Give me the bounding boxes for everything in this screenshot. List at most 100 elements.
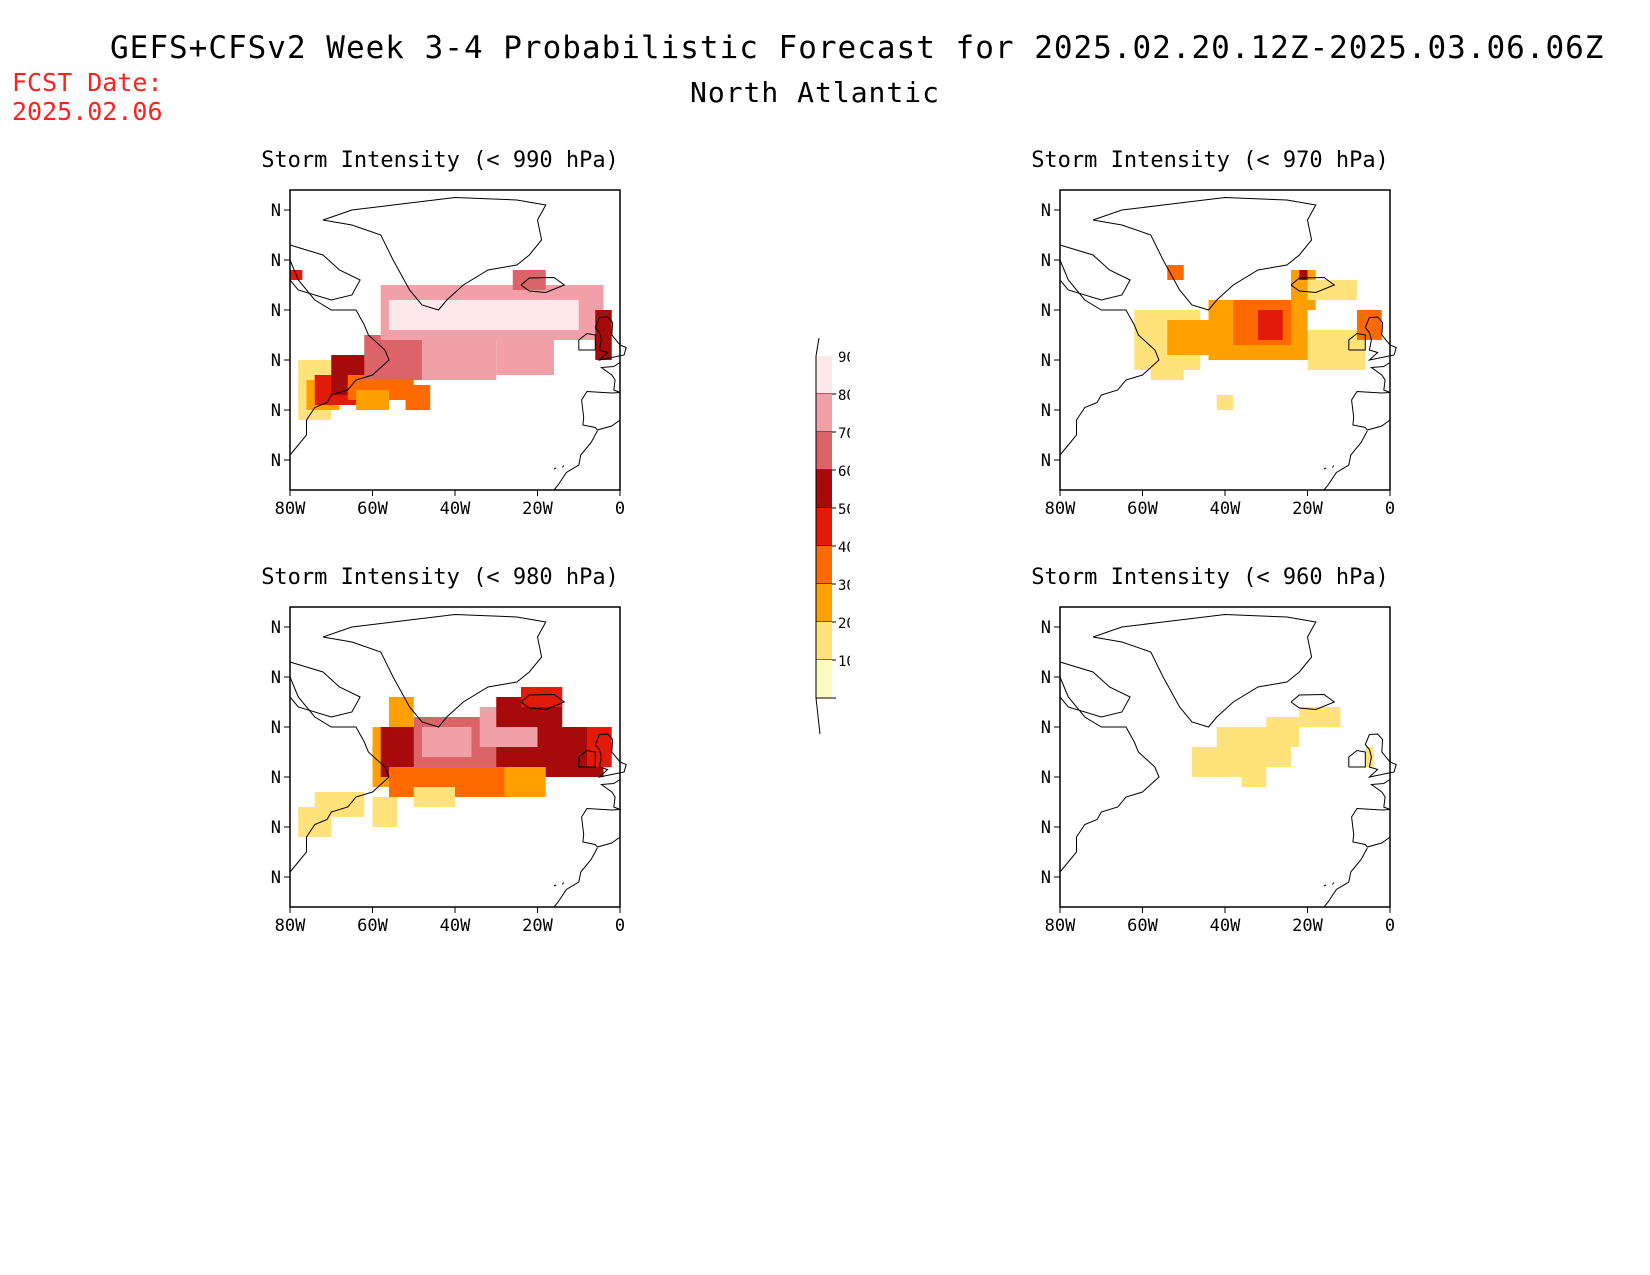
lat-label: 30N [270,868,281,888]
colorbar-label: 70 [838,426,850,442]
coastline [581,390,621,431]
probability-980-cell [521,687,563,707]
probability-960-cell [1266,717,1300,747]
coastline [1092,613,1317,728]
coastline [1351,390,1391,431]
map-990: 80N 70N 60N 50N 40N 30N 80W 60W 40W 20W 0 [270,189,627,519]
coastline [578,749,596,768]
panel-990: Storm Intensity (< 990 hPa) 80N 70N 60N 50N… [261,148,670,528]
lat-label: 70N [1040,668,1051,688]
lat-label: 30N [1040,868,1051,888]
coastline [578,332,596,351]
coastline [1059,676,1160,873]
lat-label: 70N [1040,251,1051,271]
lon-label: 0 [1385,499,1395,519]
lat-label: 80N [270,618,281,638]
probability-970-cell [1258,310,1283,340]
lon-label: 80W [275,499,306,519]
coastline [1323,884,1327,887]
lat-label: 80N [1040,618,1051,638]
coastline [600,779,621,810]
probability-990-cell [496,335,554,375]
colorbar-label: 90 [838,350,850,366]
probability-980-cell [587,727,612,767]
lat-label: 60N [270,301,281,321]
panel-970: Storm Intensity (< 970 hPa) 80N 70N 60N 50N… [1031,148,1440,528]
coastline [1059,244,1131,301]
lat-label: 80N [270,201,281,221]
lon-label: 0 [615,916,625,936]
lat-label: 70N [270,251,281,271]
probability-970-cell [1307,280,1357,300]
coastline [289,244,361,301]
colorbar-swatch [816,356,832,394]
colorbar-swatch [816,394,832,432]
lat-label: 50N [1040,351,1051,371]
coastline [1348,749,1366,768]
map-970: 80N 70N 60N 50N 40N 30N 80W 60W 40W 20W 0 [1040,189,1397,519]
colorbar: 90 80 70 60 50 40 30 20 10 [815,337,850,735]
colorbar-label: 50 [838,502,850,518]
probability-970-cell [1150,360,1184,380]
colorbar-top-cap [815,337,820,357]
coastline [1323,847,1368,908]
coastline [1331,465,1335,468]
probability-970-cell [1357,310,1382,340]
colorbar-swatch [816,622,832,660]
colorbar-label: 20 [838,616,850,632]
panel-980: Storm Intensity (< 980 hPa) 80N 70N 60N 50N… [261,565,670,945]
colorbar-swatch [816,508,832,546]
coastline [1331,882,1335,885]
coastline [581,807,621,848]
lat-label: 40N [270,401,281,421]
lat-label: 40N [270,818,281,838]
coastline [520,276,566,294]
colorbar-label: 30 [838,578,850,594]
probability-990-cell [405,385,431,410]
lat-label: 50N [270,351,281,371]
lat-label: 30N [270,451,281,471]
probability-980-cell [389,697,414,727]
coastline [594,316,627,361]
lon-label: 0 [615,499,625,519]
panel-960: Storm Intensity (< 960 hPa) 80N 70N 60N 50N… [1031,565,1440,945]
lon-label: 20W [1292,916,1323,936]
probability-980-cell [413,787,455,807]
lon-label: 60W [357,916,388,936]
map-field-960 [1192,707,1374,787]
colorbar-label: 40 [838,540,850,556]
fcst-date-value: 2025.02.06 [12,97,163,126]
probability-990-cell [356,390,389,410]
coastline [1364,316,1397,361]
region-subtitle: North Atlantic [689,76,940,109]
lon-label: 80W [275,916,306,936]
coastline [1370,779,1391,810]
coastline [1348,332,1366,351]
fcst-date-label: FCST Date: [12,68,163,97]
main-title: GEFS+CFSv2 Week 3-4 Probabilistic Foreca… [110,30,1605,66]
coastline [600,362,621,393]
probability-960-cell [1365,747,1374,767]
coastline [289,259,390,456]
lon-label: 60W [1127,499,1158,519]
lat-label: 30N [1040,451,1051,471]
colorbar-label: 60 [838,464,850,480]
forecast-date-block: FCST Date: 2025.02.06 [12,68,163,126]
lon-label: 40W [440,499,471,519]
lat-label: 50N [270,768,281,788]
lon-label: 0 [1385,916,1395,936]
coastline [322,613,547,728]
probability-970-cell [1299,270,1308,280]
probability-990-cell [389,300,579,330]
coastline [594,733,627,778]
map-field-990 [290,270,612,420]
coastline [1059,259,1160,456]
probability-970-cell [1167,265,1184,280]
probability-970-cell [1216,395,1234,410]
lon-label: 40W [1210,499,1241,519]
map-960: 80N 70N 60N 50N 40N 30N 80W 60W 40W 20W 0 [1040,606,1397,936]
colorbar-bottom-cap [815,697,821,735]
probability-990-cell [512,270,546,290]
colorbar-swatch [816,470,832,508]
probability-980-cell [422,727,472,757]
